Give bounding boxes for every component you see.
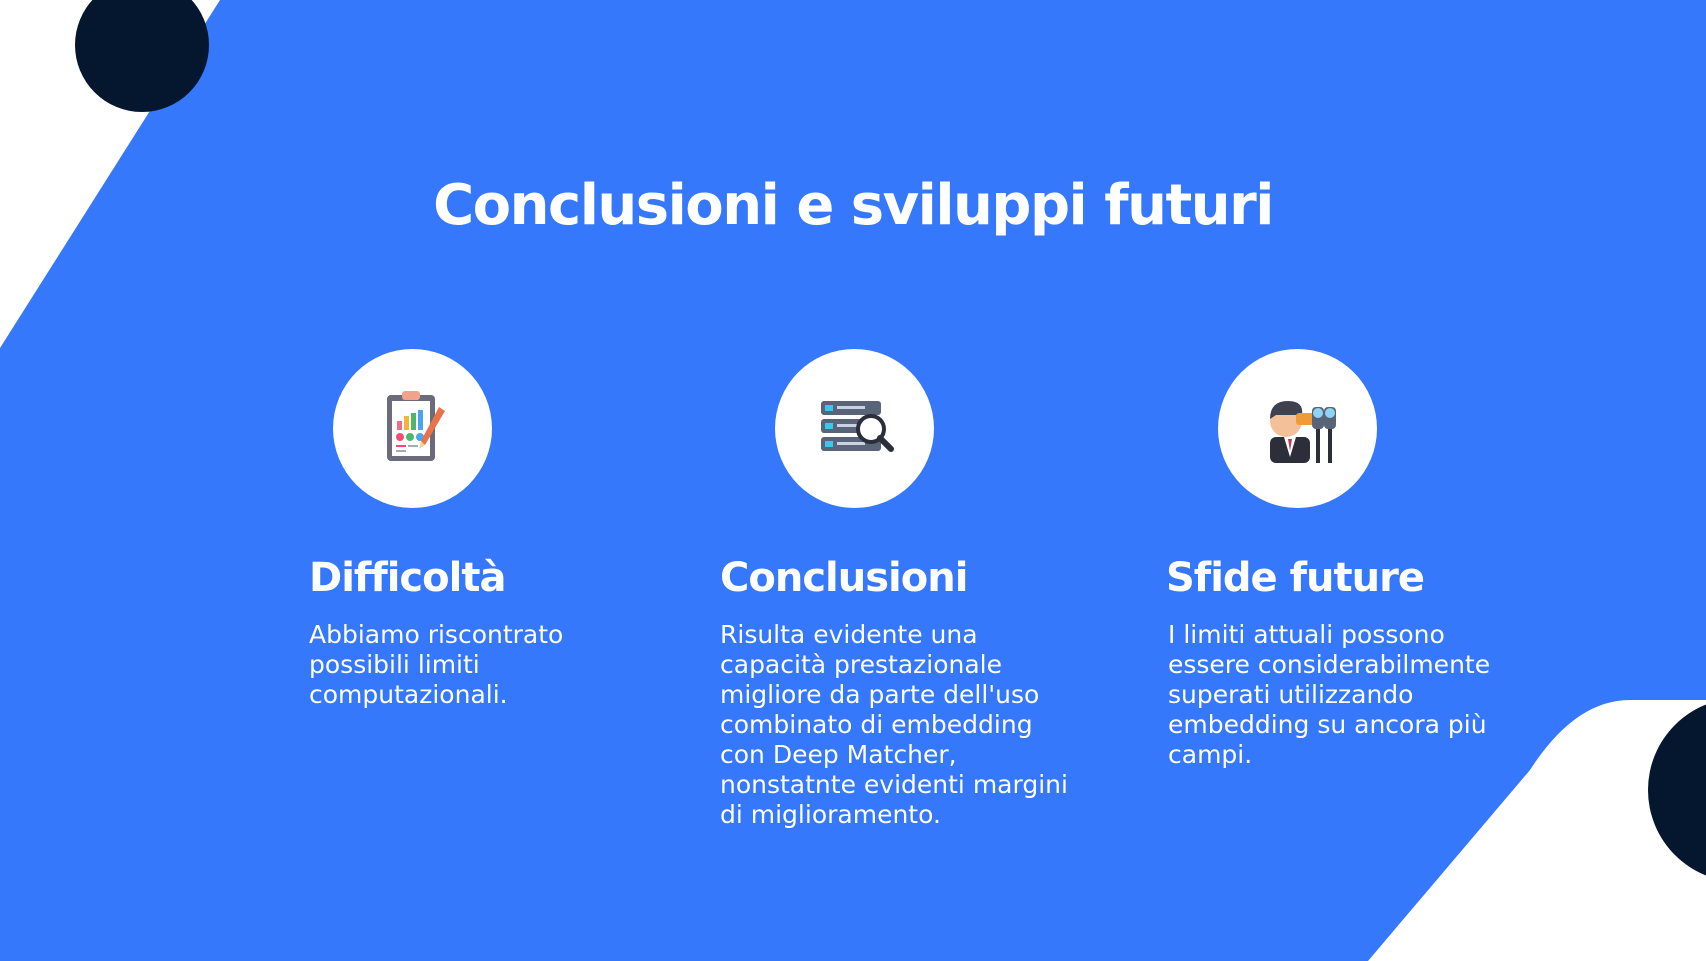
text-line: embedding su ancora più bbox=[1168, 710, 1487, 739]
text-line: migliore da parte dell'uso bbox=[720, 680, 1040, 709]
text-line: computazionali. bbox=[309, 680, 508, 709]
text-line: I limiti attuali possono bbox=[1168, 620, 1445, 649]
heading-sfide-future: Sfide future bbox=[1166, 555, 1425, 601]
man-binoculars-icon bbox=[1269, 400, 1336, 463]
text-line: Abbiamo riscontrato bbox=[309, 620, 564, 649]
text-line: con Deep Matcher, bbox=[720, 740, 957, 769]
text-line: superati utilizzando bbox=[1168, 680, 1414, 709]
heading-conclusioni: Conclusioni bbox=[720, 555, 968, 601]
icon-circle-difficolta bbox=[333, 349, 492, 508]
text-difficolta: Abbiamo riscontrato possibili limiti com… bbox=[309, 620, 563, 710]
icon-circle-sfide-future bbox=[1218, 349, 1377, 508]
text-line: nonstatnte evidenti margini bbox=[720, 770, 1068, 799]
text-sfide-future: I limiti attuali possono essere consider… bbox=[1168, 620, 1490, 770]
heading-difficolta: Difficoltà bbox=[309, 555, 506, 601]
text-conclusioni: Risulta evidente una capacità prestazion… bbox=[720, 620, 1068, 830]
text-line: di miglioramento. bbox=[720, 800, 941, 829]
clipboard-chart-icon bbox=[386, 390, 445, 461]
text-line: possibili limiti bbox=[309, 650, 480, 679]
icon-circle-conclusioni bbox=[775, 349, 934, 508]
text-line: Risulta evidente una bbox=[720, 620, 978, 649]
text-line: essere considerabilmente bbox=[1168, 650, 1491, 679]
text-line: combinato di embedding bbox=[720, 710, 1033, 739]
slide-title: Conclusioni e sviluppi futuri bbox=[433, 173, 1274, 238]
database-search-icon bbox=[820, 400, 894, 452]
text-line: capacità prestazionale bbox=[720, 650, 1002, 679]
text-line: campi. bbox=[1168, 740, 1253, 769]
